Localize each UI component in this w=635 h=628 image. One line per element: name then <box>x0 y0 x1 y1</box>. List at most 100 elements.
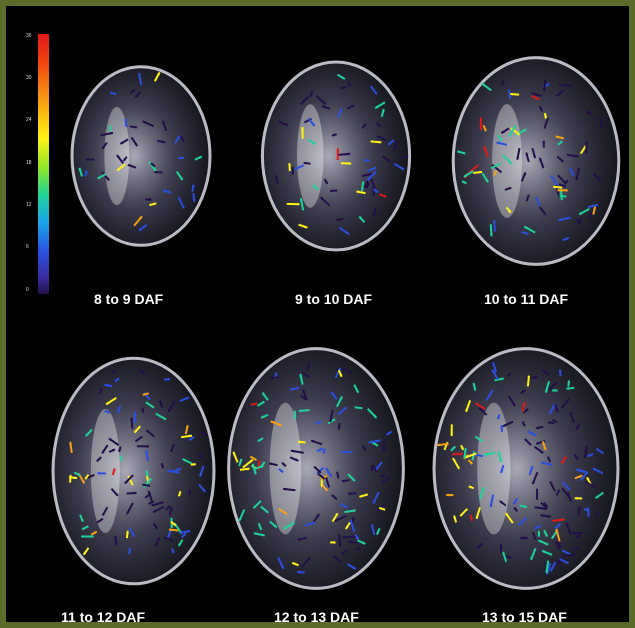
motion-vector-arrowhead <box>558 218 562 221</box>
motion-vector-arrowhead <box>319 448 323 451</box>
motion-vector-arrowhead <box>376 507 380 511</box>
motion-vector-arrowhead <box>512 403 516 407</box>
motion-vector-arrowhead <box>522 421 525 425</box>
motion-vector-arrowhead <box>508 95 512 99</box>
motion-vector-arrowhead <box>381 109 385 112</box>
motion-vector-arrowhead <box>192 199 196 202</box>
motion-vector-arrowhead <box>362 541 366 545</box>
motion-vector-arrowhead <box>99 518 103 522</box>
motion-vector-arrowhead <box>304 225 308 229</box>
seed-outline <box>260 60 412 252</box>
motion-vector-arrowhead <box>539 108 543 112</box>
motion-vector-arrowhead <box>93 531 97 535</box>
motion-vector-arrowhead <box>330 189 333 193</box>
motion-vector-arrowhead <box>261 401 265 405</box>
motion-vector-arrowhead <box>153 523 157 527</box>
motion-vector-arrowhead <box>189 437 193 441</box>
motion-vector-arrowhead <box>379 474 383 478</box>
panel-caption: 13 to 15 DAF <box>482 609 567 625</box>
motion-vector-arrowhead <box>546 83 550 87</box>
motion-vector-arrowhead <box>186 397 189 400</box>
motion-vector-arrowhead <box>551 421 555 425</box>
motion-vector-arrowhead <box>301 127 304 130</box>
motion-vector-arrowhead <box>275 180 279 184</box>
motion-vector-arrowhead <box>350 105 354 108</box>
motion-vector-arrowhead <box>497 451 501 455</box>
motion-vector-arrowhead <box>500 425 504 428</box>
motion-vector-arrowhead <box>543 447 547 451</box>
motion-vector-arrowhead <box>311 123 315 127</box>
motion-vector-arrowhead <box>124 480 128 484</box>
motion-vector-arrowhead <box>298 440 301 444</box>
motion-vector-arrowhead <box>202 488 206 492</box>
colorbar-tick: 12 <box>26 202 32 208</box>
motion-vector-arrowhead <box>479 407 483 411</box>
motion-vector-arrowhead <box>555 182 559 186</box>
motion-vector-arrowhead <box>332 133 335 137</box>
motion-vector-arrowhead <box>127 164 131 168</box>
motion-vector-arrowhead <box>583 145 586 149</box>
motion-vector-arrowhead <box>141 407 145 411</box>
motion-vector-arrowhead <box>179 177 183 181</box>
motion-vector-arrowhead <box>142 483 146 487</box>
motion-vector-arrowhead <box>489 504 493 508</box>
motion-vector-arrowhead <box>291 172 295 175</box>
motion-vector-arrowhead <box>153 168 157 172</box>
motion-vector-arrowhead <box>401 166 405 170</box>
motion-vector-arrowhead <box>168 530 172 534</box>
motion-vector-arrowhead <box>356 190 360 194</box>
motion-vector-arrowhead <box>69 474 72 478</box>
motion-vector-arrowhead <box>500 377 504 381</box>
motion-vector-arrowhead <box>293 416 297 419</box>
motion-vector-arrowhead <box>117 167 121 171</box>
motion-vector-arrowhead <box>130 417 134 421</box>
motion-vector-arrowhead <box>299 373 303 377</box>
motion-vector-arrowhead <box>541 502 544 506</box>
motion-vector-arrowhead <box>544 507 548 511</box>
motion-vector-arrowhead <box>178 542 182 546</box>
motion-vector-arrowhead <box>284 122 288 126</box>
motion-vector-arrowhead <box>457 150 461 154</box>
motion-vector-arrowhead <box>537 531 541 534</box>
motion-vector-arrowhead <box>453 515 457 519</box>
motion-vector-arrowhead <box>322 101 326 105</box>
motion-vector-arrowhead <box>199 455 203 459</box>
motion-vector-arrowhead <box>334 518 338 522</box>
motion-vector-arrowhead <box>316 513 320 517</box>
motion-vector-arrowhead <box>329 419 333 423</box>
motion-vector-arrowhead <box>74 476 78 480</box>
motion-vector-arrowhead <box>253 471 257 475</box>
motion-vector-arrowhead <box>561 518 565 522</box>
colorbar-tick: 6 <box>26 244 29 250</box>
motion-vector-arrowhead <box>366 185 369 189</box>
motion-vector-arrowhead <box>352 478 355 482</box>
motion-vector-arrowhead <box>160 501 164 505</box>
motion-vector-arrowhead <box>150 501 154 504</box>
motion-vector-arrowhead <box>339 108 342 112</box>
motion-vector-arrowhead <box>479 127 483 131</box>
motion-vector-arrowhead <box>372 465 376 469</box>
motion-vector-arrowhead <box>600 450 604 454</box>
motion-vector-arrowhead <box>579 475 583 478</box>
motion-vector-arrowhead <box>452 446 456 450</box>
motion-vector-arrowhead <box>280 469 284 473</box>
motion-vector-arrowhead <box>468 485 472 489</box>
motion-vector-arrowhead <box>499 138 502 141</box>
motion-vector-arrowhead <box>335 513 338 517</box>
motion-vector-arrowhead <box>556 547 560 550</box>
motion-vector-arrowhead <box>145 473 149 477</box>
motion-vector-arrowhead <box>341 76 345 80</box>
motion-vector-arrowhead <box>283 487 286 491</box>
motion-vector-arrowhead <box>492 369 495 373</box>
motion-vector-arrowhead <box>112 468 116 472</box>
motion-vector-arrowhead <box>365 180 369 184</box>
motion-vector-arrowhead <box>142 392 146 396</box>
motion-vector-arrowhead <box>536 97 540 100</box>
motion-vector-arrowhead <box>139 369 143 373</box>
motion-vector-arrowhead <box>124 124 128 127</box>
motion-vector-arrowhead <box>321 476 325 479</box>
motion-vector-arrowhead <box>514 508 518 512</box>
motion-vector-arrowhead <box>522 390 526 393</box>
motion-vector-arrowhead <box>246 467 250 471</box>
